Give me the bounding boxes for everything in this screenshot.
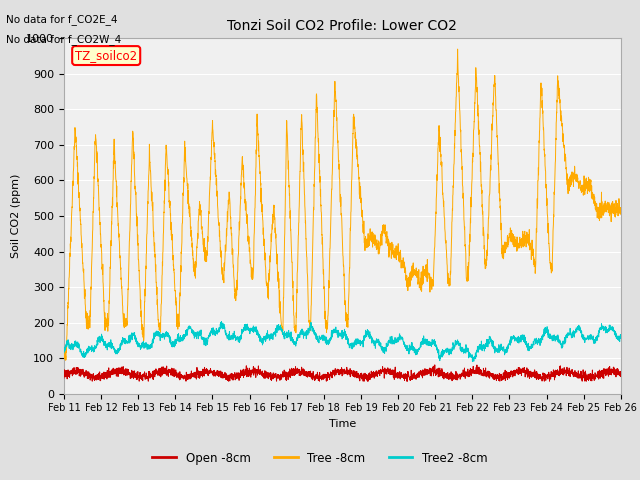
Title: Tonzi Soil CO2 Profile: Lower CO2: Tonzi Soil CO2 Profile: Lower CO2 [227, 19, 458, 33]
Text: No data for f_CO2W_4: No data for f_CO2W_4 [6, 34, 122, 45]
Y-axis label: Soil CO2 (ppm): Soil CO2 (ppm) [11, 174, 20, 258]
Text: TZ_soilco2: TZ_soilco2 [75, 49, 137, 62]
X-axis label: Time: Time [329, 419, 356, 429]
Text: No data for f_CO2E_4: No data for f_CO2E_4 [6, 14, 118, 25]
Legend: Open -8cm, Tree -8cm, Tree2 -8cm: Open -8cm, Tree -8cm, Tree2 -8cm [148, 447, 492, 469]
